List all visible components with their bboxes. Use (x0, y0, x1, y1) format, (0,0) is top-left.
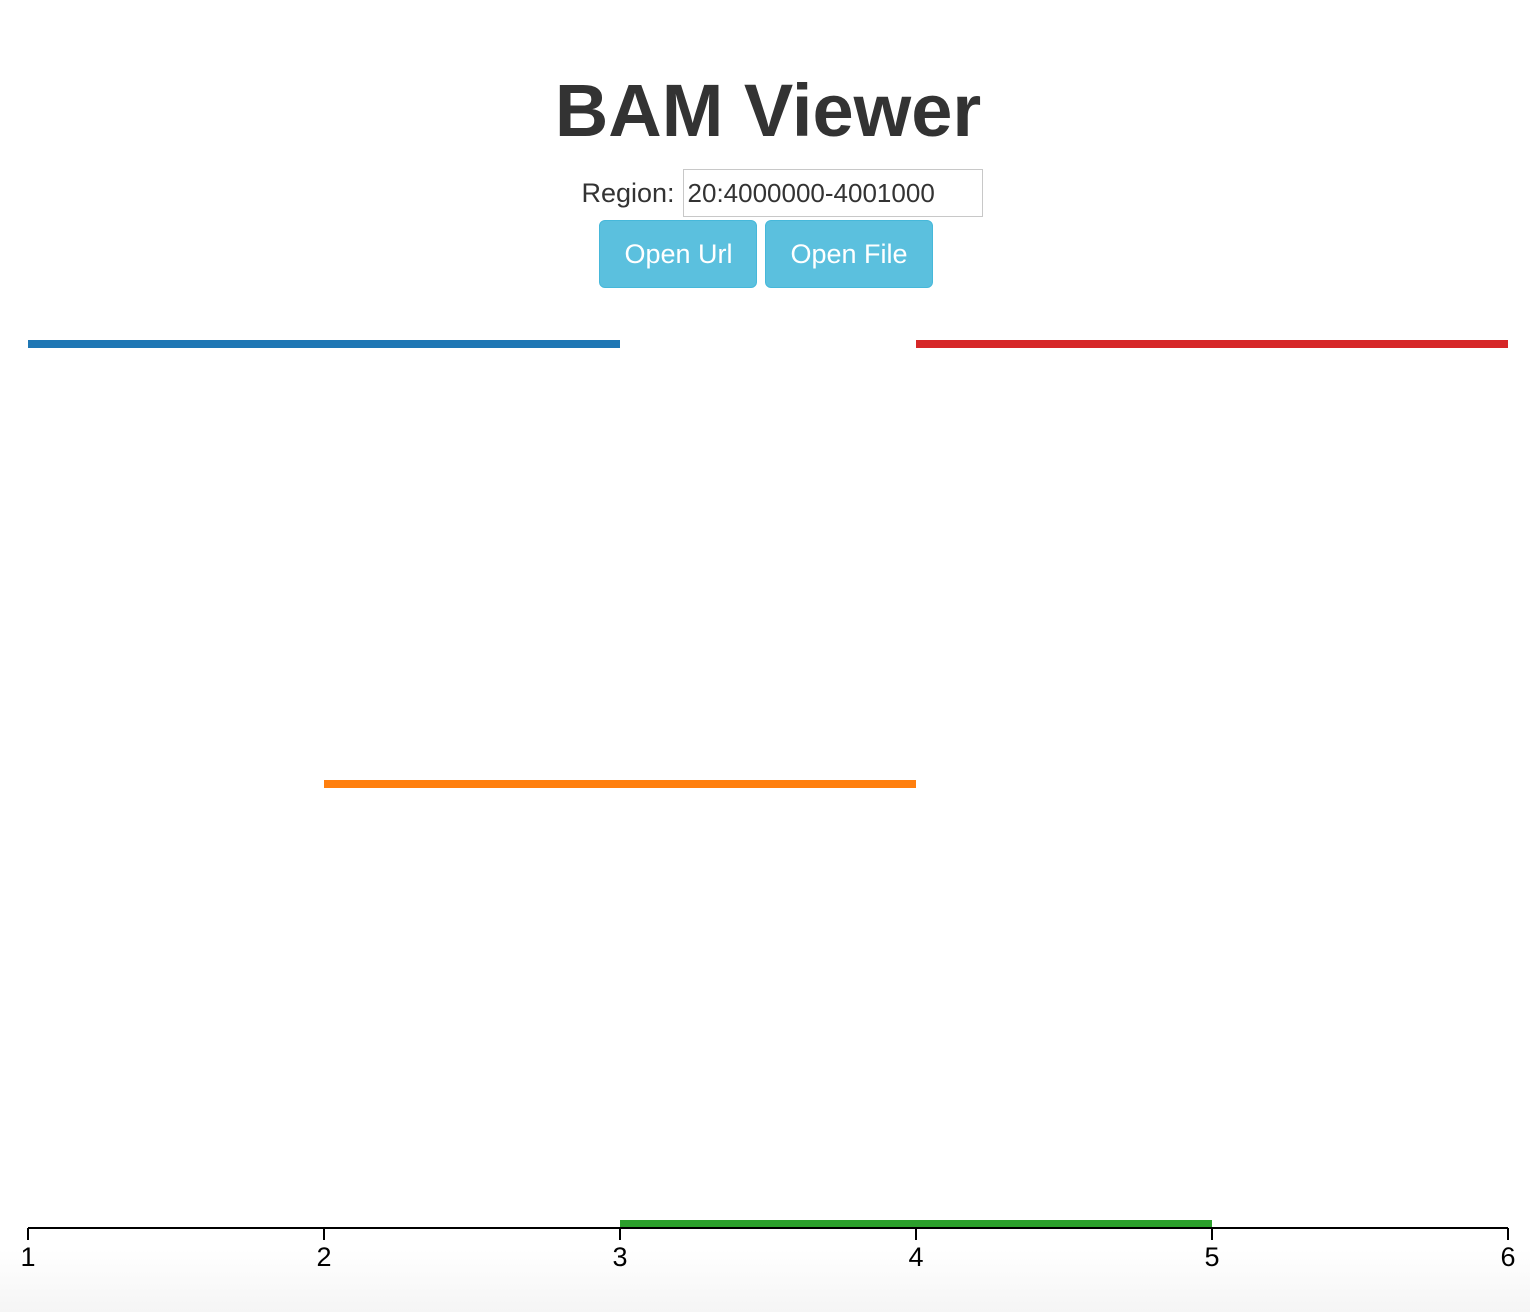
x-tick-label-6: 6 (1500, 1242, 1515, 1272)
x-tick-label-5: 5 (1204, 1242, 1219, 1272)
x-tick-label-1: 1 (20, 1242, 35, 1272)
read-segment-0 (28, 340, 620, 348)
open-url-button[interactable]: Open Url (599, 220, 758, 288)
read-segment-1 (916, 340, 1508, 348)
read-segment-3 (620, 1220, 1212, 1228)
open-file-button[interactable]: Open File (765, 220, 933, 288)
region-input[interactable] (682, 169, 983, 217)
segments-layer (28, 340, 1508, 1228)
x-tick-label-3: 3 (612, 1242, 627, 1272)
x-tick-label-4: 4 (908, 1242, 923, 1272)
x-axis: 1 2 3 4 5 6 (20, 1227, 1516, 1272)
button-row: Open Url Open File (0, 220, 1530, 288)
region-row: Region: (0, 169, 1530, 217)
page-title: BAM Viewer (554, 69, 982, 152)
read-segment-2 (324, 780, 916, 788)
region-label: Region: (581, 177, 675, 208)
x-tick-label-2: 2 (316, 1242, 331, 1272)
